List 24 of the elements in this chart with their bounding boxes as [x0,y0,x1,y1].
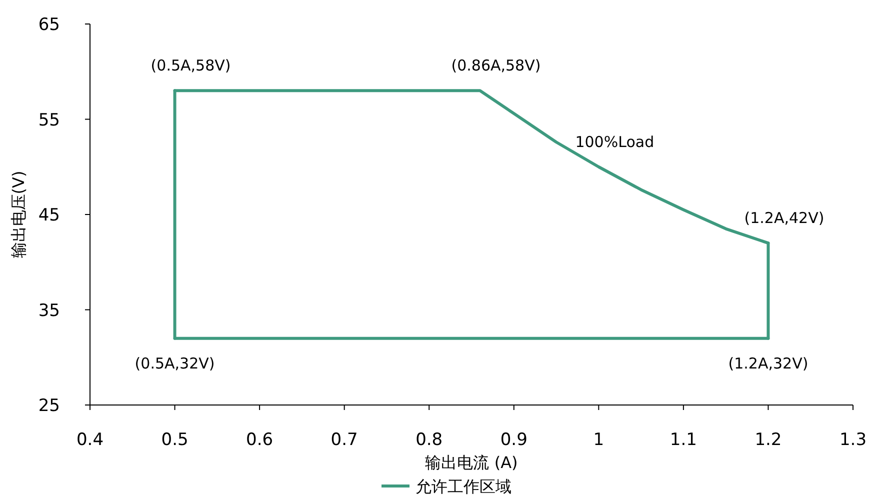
legend-label: 允许工作区域 [416,477,512,496]
x-tick-label: 0.4 [76,430,104,450]
x-tick-label: 1.1 [670,430,697,450]
x-axis-title: 输出电流 (A) [425,453,518,472]
x-tick-label: 1.3 [839,430,867,450]
y-axis-title: 输出电压(V) [9,170,28,258]
y-tick-label: 65 [38,15,60,35]
annotation: (0.5A,58V) [150,56,231,75]
x-tick-label: 0.8 [416,430,443,450]
y-tick-label: 25 [38,396,60,416]
annotation: (0.86A,58V) [451,56,541,75]
x-tick-label: 1.2 [754,430,782,450]
annotation: (1.2A,32V) [728,354,808,372]
annotation: (0.5A,32V) [134,354,215,372]
y-tick-label: 35 [38,300,60,321]
x-tick-label: 0.9 [500,430,528,450]
x-tick-label: 0.7 [330,430,358,450]
x-tick-label: 0.5 [161,430,188,450]
annotation: (1.2A,42V) [744,209,824,228]
annotation: 100%Load [575,132,654,151]
x-tick-label: 1 [593,430,604,450]
x-tick-label: 0.6 [246,430,274,450]
y-tick-label: 55 [38,110,60,130]
y-tick-label: 45 [38,206,60,226]
